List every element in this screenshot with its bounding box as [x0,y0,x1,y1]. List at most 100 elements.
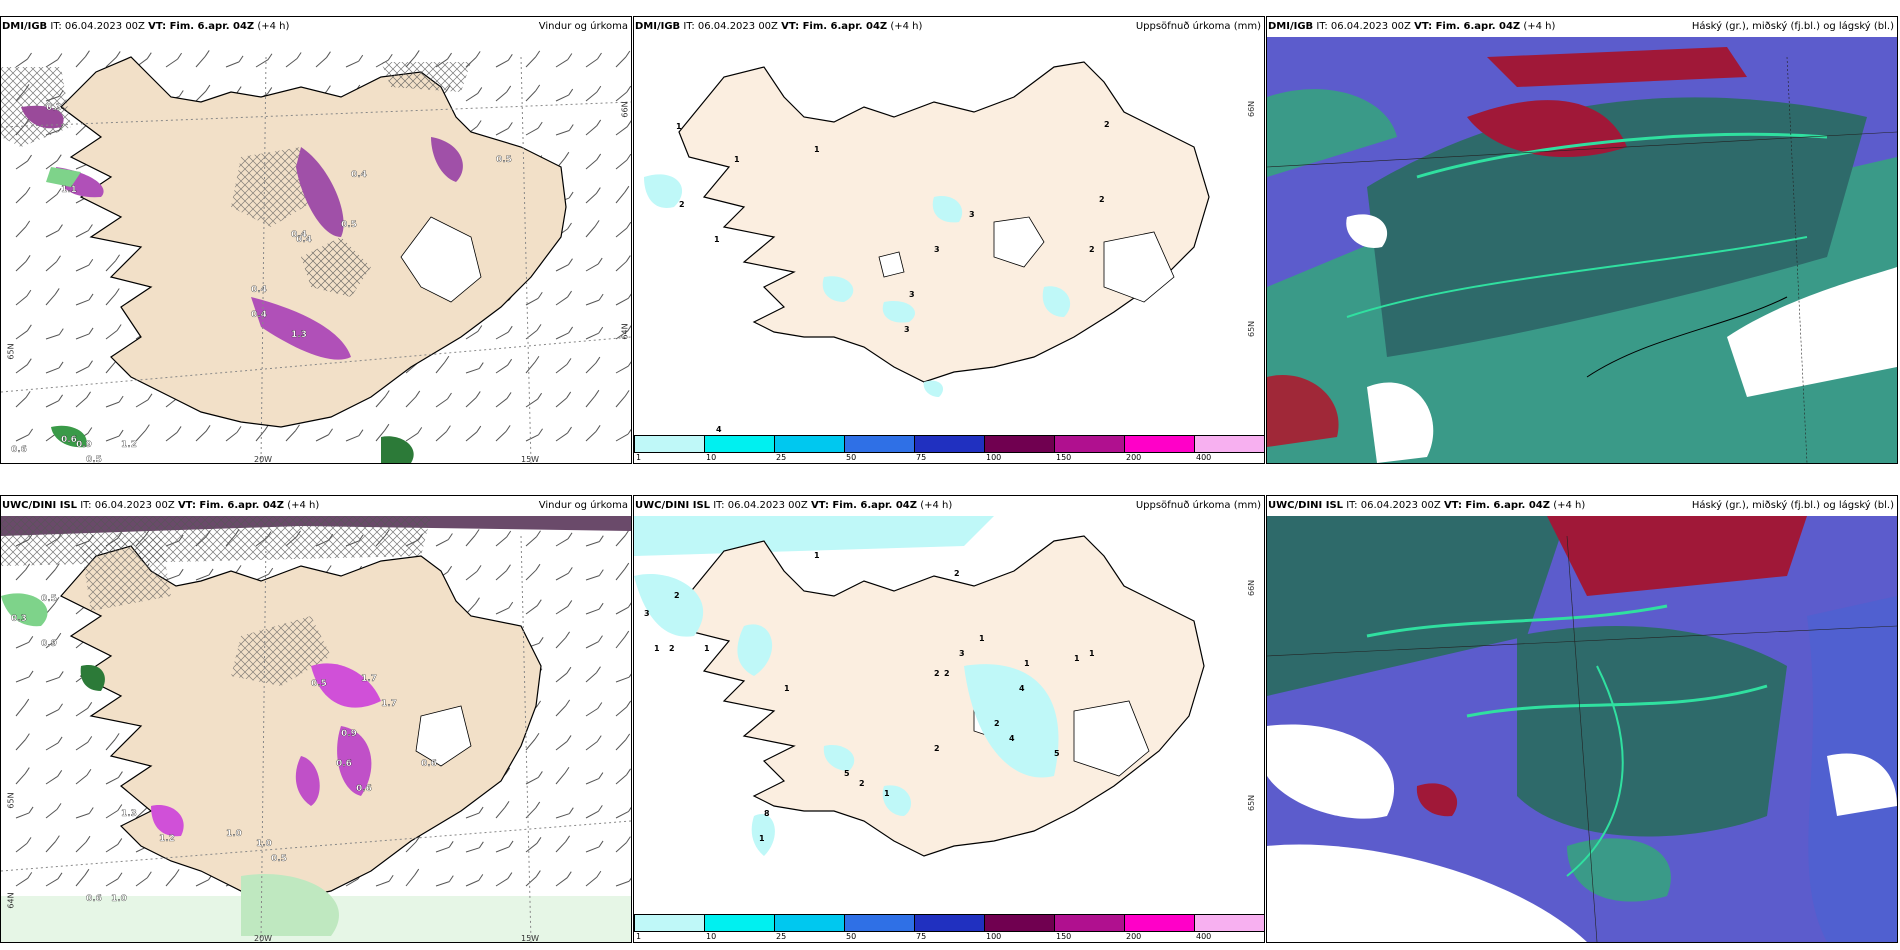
axis-label-lat: 64N [6,892,16,909]
map-label: 5 [844,769,850,778]
wind-barb-flag [118,429,124,437]
map-label: 1.3 [291,330,307,340]
wind-barb [615,91,628,102]
wind-barb-flag [88,327,94,335]
wind-barb [75,299,90,306]
wind-barb-flag [208,568,214,576]
wind-barb-flag [28,428,33,436]
wind-barb [45,602,56,615]
wind-barb [45,367,60,374]
wind-barb [75,366,89,374]
colorbar-swatch [984,435,1055,453]
wind-barb-flag [87,736,93,743]
map-label: 1.0 [226,829,242,839]
wind-barb-flag [506,392,512,399]
map-label: 1 [884,789,890,798]
wind-barb [555,813,570,819]
wind-barb [15,330,28,340]
init-time: IT: 06.04.2023 00Z [1346,500,1441,511]
wind-barb [435,431,447,442]
wind-barb-flag [628,673,631,678]
wind-barb-flag [447,533,453,540]
wind-barb [525,536,537,547]
wind-barb [15,739,26,751]
wind-barb [45,841,56,853]
wind-barb [465,879,480,887]
wind-barb [525,605,538,615]
wind-barb-flag [568,191,574,199]
wind-barb-flag [58,394,63,402]
map-svg: 1 2 1 1 2 2 3 3 2 3 3 1 4 66N 65N [634,37,1264,437]
wind-barb-flag [24,767,30,774]
map-label: 1 [814,551,820,560]
wind-barb [585,846,600,853]
wind-barb-flag [598,602,604,610]
map-label: 1.2 [159,834,175,844]
wind-barb-flag [507,872,513,879]
wind-barb-flag [535,870,541,877]
map-label: 3 [644,609,650,618]
wind-barb [45,742,59,751]
wind-barb [405,432,418,442]
wind-barb [525,127,539,136]
wind-barb [105,844,119,853]
wind-barb [75,230,89,238]
wind-barb [465,93,479,102]
wind-barb-flag [505,767,511,775]
wind-barb-flag [567,600,573,607]
wind-barb-flag [296,52,302,59]
colorbar-swatch [984,914,1055,932]
wind-barb-flag [176,426,182,433]
axis-label-lat: 65N [1247,321,1256,337]
panel-bottom-left: UWC/DINI ISL IT: 06.04.2023 00Z VT: Fim.… [0,495,632,943]
wind-barb [465,812,480,819]
lead-offset: (+4 h) [1523,21,1556,32]
wind-barb-flag [565,699,571,707]
wind-barb-flag [388,874,394,882]
wind-barb-flag [25,391,31,398]
map-label: 3 [934,245,940,254]
lead-offset: (+4 h) [257,21,290,32]
map-label: 0.4 [296,235,312,245]
wind-barb-flag [54,596,60,604]
colorbar-swatch [844,914,915,932]
wind-barb-flag [24,698,30,706]
wind-barb-flag [358,429,364,436]
map-wind-precip: 0.5 0.9 0.3 1.7 1.7 0.5 1.3 1.2 0.6 0.6 … [1,516,631,942]
map-label: 0.5 [311,679,327,689]
map-label: 3 [969,210,975,219]
colorbar-tick-label: 100 [986,453,1002,462]
wind-barb-flag [595,356,601,364]
map-label: 2 [679,200,685,209]
wind-barb [315,57,327,68]
wind-barb [225,61,240,68]
wind-barb [165,397,178,408]
wind-barb-flag [205,425,211,432]
precip-labels: 1 2 1 1 2 2 3 3 2 3 3 1 4 [676,120,1110,434]
wind-barb [585,395,596,408]
map-label: 0.3 [11,614,27,624]
init-time: IT: 06.04.2023 00Z [50,21,145,32]
wind-barb [75,841,87,853]
colorbar-tick-label: 150 [1056,453,1072,462]
map-label: 2 [1089,245,1095,254]
wind-barb [615,636,626,649]
wind-barb-flag [445,425,451,432]
wind-barb-flag [56,188,62,195]
wind-barb [555,264,569,272]
wind-barb [585,876,598,887]
wind-barb [585,193,597,204]
map-label: 4 [716,425,722,434]
wind-barb [555,94,569,102]
wind-barb-flag [117,872,123,880]
wind-barb [615,535,626,547]
wind-barb-flag [144,424,150,431]
wind-barb [135,877,148,887]
wind-barb-flag [58,224,63,231]
map-label: 1.1 [61,185,77,195]
wind-barb [75,874,86,887]
wind-barb [105,330,118,340]
init-time: IT: 06.04.2023 00Z [683,21,778,32]
precip-labels: 0.5 0.9 0.3 1.7 1.7 0.5 1.3 1.2 0.6 0.6 … [11,594,437,904]
wind-barb-flag [146,871,152,879]
